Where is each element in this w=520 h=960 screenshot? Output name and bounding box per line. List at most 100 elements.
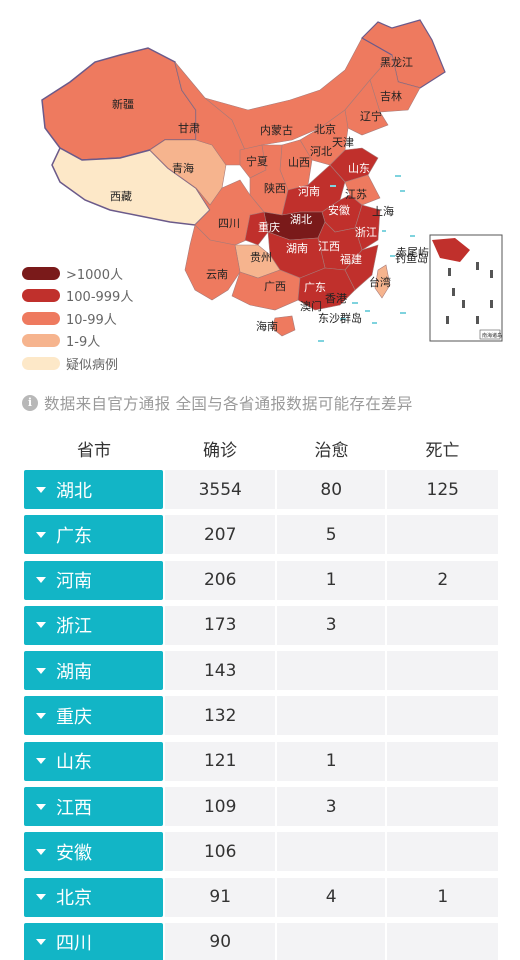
table-row[interactable]: 北京 91 4 1 <box>24 877 498 917</box>
confirmed-count: 106 <box>165 832 275 872</box>
legend-label: 100-999人 <box>66 290 134 306</box>
caret-down-icon <box>36 939 46 946</box>
table-row[interactable]: 河南 206 1 2 <box>24 560 498 600</box>
confirmed-count: 207 <box>165 515 275 555</box>
cured-count <box>276 832 386 872</box>
data-source-note: i 数据来自官方通报 全国与各省通报数据可能存在差异 <box>22 392 413 414</box>
map-label-zhejiang: 浙江 <box>355 226 377 239</box>
province-expand-button[interactable]: 山东 <box>24 741 164 781</box>
map-label-chongqing: 重庆 <box>258 220 280 234</box>
cured-count: 1 <box>276 741 386 781</box>
cured-count <box>276 651 386 691</box>
map-label-tianjin: 天津 <box>332 136 354 149</box>
province-expand-button[interactable]: 四川 <box>24 922 164 960</box>
confirmed-count: 3554 <box>165 470 275 509</box>
province-hebei[interactable] <box>299 109 349 166</box>
header-province: 省市 <box>77 440 111 461</box>
map-label-guizhou: 贵州 <box>250 251 272 264</box>
province-expand-button[interactable]: 江西 <box>24 787 164 827</box>
table-row[interactable]: 浙江 173 3 <box>24 605 498 645</box>
map-label-fujian: 福建 <box>340 252 362 266</box>
table-row[interactable]: 湖北 3554 80 125 <box>24 470 498 509</box>
map-label-beijing: 北京 <box>314 122 336 136</box>
map-label-ningxia: 宁夏 <box>246 154 268 168</box>
header-dead: 死亡 <box>425 440 460 461</box>
map-label-xianggang: 香港 <box>325 292 347 305</box>
map-label-yunnan: 云南 <box>206 268 228 281</box>
table-row[interactable]: 重庆 132 <box>24 696 498 736</box>
table-row[interactable]: 山东 121 1 <box>24 741 498 781</box>
cured-count <box>276 922 386 960</box>
province-name: 湖北 <box>56 480 92 502</box>
province-yunnan[interactable] <box>184 224 241 301</box>
info-icon: i <box>22 395 38 411</box>
legend-item: 1-9人 <box>22 330 182 353</box>
confirmed-count: 121 <box>165 741 275 781</box>
dead-count <box>387 787 498 827</box>
dead-count: 2 <box>387 560 498 600</box>
province-name: 湖南 <box>56 661 92 683</box>
map-label-hubei: 湖北 <box>290 213 312 226</box>
caret-down-icon <box>36 803 46 810</box>
confirmed-count: 173 <box>165 605 275 645</box>
province-expand-button[interactable]: 湖北 <box>24 470 164 509</box>
province-name: 江西 <box>56 797 92 819</box>
caret-down-icon <box>36 531 46 538</box>
legend-swatch <box>22 289 60 303</box>
table-row[interactable]: 江西 109 3 <box>24 787 498 827</box>
confirmed-count: 109 <box>165 787 275 827</box>
caret-down-icon <box>36 894 46 901</box>
table-row[interactable]: 安徽 106 <box>24 832 498 872</box>
table-row[interactable]: 四川 90 <box>24 922 498 960</box>
cured-count: 80 <box>276 470 386 509</box>
table-header: 省市 确诊 治愈 死亡 <box>24 426 498 470</box>
dead-count <box>387 651 498 691</box>
province-guangdong[interactable] <box>297 267 356 311</box>
map-label-anhui: 安徽 <box>328 203 350 217</box>
province-expand-button[interactable]: 浙江 <box>24 605 164 645</box>
legend-label: 1-9人 <box>66 335 101 351</box>
table-row[interactable]: 湖南 143 <box>24 651 498 691</box>
province-chongqing[interactable] <box>244 211 269 246</box>
province-taiwan[interactable] <box>374 264 391 299</box>
map-label-nanhai: 南海诸岛 <box>482 332 502 339</box>
confirmed-count: 143 <box>165 651 275 691</box>
legend-swatch <box>22 356 60 370</box>
province-name: 河南 <box>56 571 92 593</box>
legend-item: 10-99人 <box>22 307 182 330</box>
province-expand-button[interactable]: 湖南 <box>24 651 164 691</box>
cured-count: 4 <box>276 877 386 917</box>
map-label-gansu: 甘肃 <box>178 122 200 135</box>
province-expand-button[interactable]: 安徽 <box>24 832 164 872</box>
map-label-xizang: 西藏 <box>110 190 132 203</box>
map-label-guangxi: 广西 <box>264 280 286 293</box>
map-label-jiangsu: 江苏 <box>345 188 367 201</box>
province-expand-button[interactable]: 河南 <box>24 560 164 600</box>
province-expand-button[interactable]: 重庆 <box>24 696 164 736</box>
dead-count <box>387 922 498 960</box>
confirmed-count: 206 <box>165 560 275 600</box>
province-expand-button[interactable]: 北京 <box>24 877 164 917</box>
province-expand-button[interactable]: 广东 <box>24 515 164 555</box>
province-jiangsu[interactable] <box>344 174 381 206</box>
cured-count: 3 <box>276 605 386 645</box>
dead-count <box>387 741 498 781</box>
province-hainan[interactable] <box>271 315 296 337</box>
map-label-guangdong: 广东 <box>304 281 326 294</box>
map-label-chiweiyu: 赤尾屿 <box>396 246 429 259</box>
province-qinghai[interactable] <box>149 139 227 206</box>
map-label-hebei: 河北 <box>310 145 332 158</box>
header-cured: 治愈 <box>314 440 349 461</box>
map-label-sichuan: 四川 <box>218 217 240 230</box>
table-row[interactable]: 广东 207 5 <box>24 515 498 555</box>
header-confirmed: 确诊 <box>203 440 237 461</box>
dead-count <box>387 605 498 645</box>
table-body: 湖北 3554 80 125 广东 207 5 河南 206 1 2 浙江 173 3 湖南 143 重庆 132… <box>24 470 498 960</box>
province-name: 浙江 <box>56 616 92 638</box>
map-label-shanghai: 上海 <box>372 204 394 218</box>
map-label-shaanxi: 陕西 <box>264 181 286 195</box>
legend-item: >1000人 <box>22 262 182 285</box>
province-name: 重庆 <box>56 706 92 728</box>
note-text: 数据来自官方通报 全国与各省通报数据可能存在差异 <box>44 395 413 413</box>
legend-swatch <box>22 266 60 280</box>
